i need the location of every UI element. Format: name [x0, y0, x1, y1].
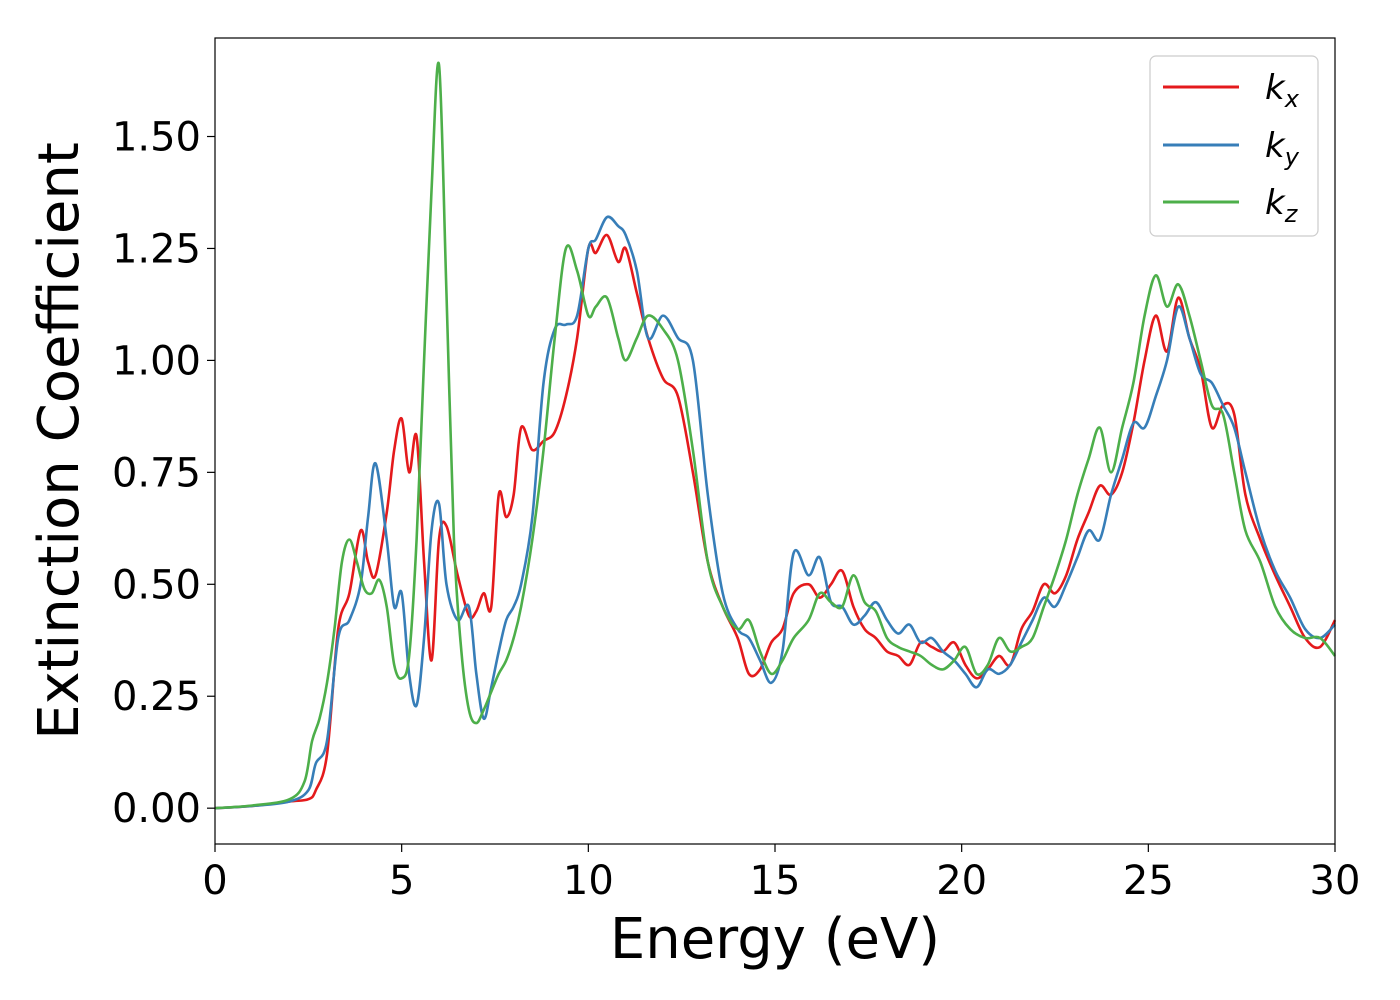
series-line-kx: [214, 233, 1337, 810]
x-axis-title: Energy (eV): [610, 907, 940, 972]
x-tick-label: 20: [936, 858, 987, 904]
y-tick-label: 1.25: [112, 226, 201, 272]
x-tick-label: 0: [202, 858, 227, 904]
y-tick-label: 1.50: [112, 115, 201, 161]
x-tick-label: 15: [750, 858, 801, 904]
x-tick-label: 25: [1123, 858, 1174, 904]
x-axis-ticks: 0 5 10 15 20 25 30: [202, 844, 1360, 904]
y-tick-label: 1.00: [112, 338, 201, 384]
series-line-kz: [214, 61, 1337, 810]
legend-label-kz: kz: [1265, 183, 1299, 228]
y-tick-label: 0.50: [112, 562, 201, 608]
y-axis-ticks: 0.00 0.25 0.50 0.75 1.00 1.25 1.50: [112, 115, 215, 832]
x-tick-label: 5: [389, 858, 414, 904]
y-tick-label: 0.75: [112, 450, 201, 496]
series-line-ky: [214, 215, 1336, 810]
series-lines: [214, 61, 1337, 810]
y-axis-title: Extinction Coefficient: [27, 142, 92, 740]
legend: kx ky kz: [1149, 55, 1319, 237]
y-tick-label: 0.25: [112, 674, 201, 720]
x-tick-label: 30: [1310, 858, 1361, 904]
y-tick-label: 0.00: [112, 786, 201, 832]
legend-label-ky: ky: [1265, 126, 1300, 171]
plot-frame: [214, 37, 1336, 845]
legend-label-kx: kx: [1265, 68, 1300, 113]
x-tick-label: 10: [563, 858, 614, 904]
